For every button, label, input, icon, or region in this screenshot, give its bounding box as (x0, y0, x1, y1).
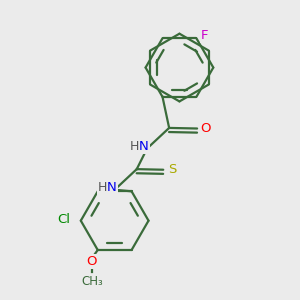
Text: CH₃: CH₃ (81, 275, 103, 288)
Text: H: H (130, 140, 140, 153)
Text: O: O (87, 255, 97, 268)
Text: F: F (201, 29, 208, 42)
Text: O: O (201, 122, 211, 135)
Text: H: H (98, 181, 107, 194)
Text: N: N (107, 181, 117, 194)
Text: Cl: Cl (58, 213, 70, 226)
Text: N: N (139, 140, 149, 153)
Text: S: S (168, 163, 176, 176)
